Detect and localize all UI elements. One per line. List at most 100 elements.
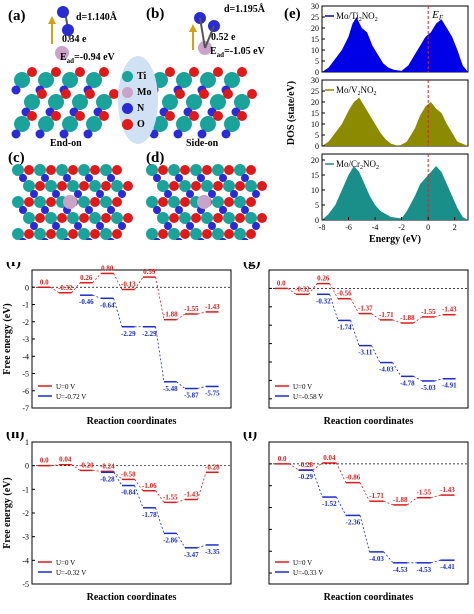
red-value-label: -1.37 bbox=[358, 305, 373, 313]
blue-value-label: -0.32 bbox=[316, 297, 331, 305]
ti-atom bbox=[100, 228, 112, 240]
energy-ytick-label: -2 bbox=[22, 318, 29, 327]
o-atom bbox=[90, 197, 100, 207]
energy-ytick-label: 0 bbox=[25, 462, 29, 471]
red-value-label: 0.0 bbox=[278, 455, 287, 463]
legend-blue-label: U=-0.58 V bbox=[293, 393, 323, 401]
red-value-label: -1.55 bbox=[421, 308, 436, 316]
n-atom bbox=[153, 206, 161, 214]
atom-name: N bbox=[137, 102, 145, 114]
ti-atom bbox=[34, 196, 46, 208]
ti-atom bbox=[56, 164, 68, 176]
n-atom bbox=[118, 190, 126, 198]
blue-value-label: -3.35 bbox=[205, 548, 220, 556]
ti-atom bbox=[212, 228, 224, 240]
o-atom bbox=[123, 213, 133, 223]
dos-panel: (e) 0 5 10 15 20 25 30 Mo/Ti2NO2 0 5 10 15 20 25 30 Mo/… bbox=[280, 0, 474, 262]
distance-b: d=1.195Å bbox=[224, 4, 265, 15]
o-atom bbox=[99, 111, 109, 121]
o-atom bbox=[46, 165, 56, 175]
energy-panel-label: (h) bbox=[6, 432, 24, 442]
ti-atom bbox=[78, 196, 90, 208]
dos-ytick-label: 5 bbox=[315, 201, 319, 210]
atom-legend: Ti Mo N O bbox=[122, 68, 162, 132]
atom-name: O bbox=[137, 118, 145, 130]
ti-atom bbox=[23, 180, 35, 192]
charge-a: 0.34 e bbox=[62, 34, 87, 45]
ti-atom bbox=[179, 212, 191, 224]
o-atom bbox=[57, 213, 67, 223]
blue-value-label: -4.03 bbox=[379, 366, 394, 374]
ti-atom bbox=[245, 180, 257, 192]
panel-label-d: (d) bbox=[146, 150, 165, 166]
mo-atom bbox=[197, 195, 211, 209]
energy-ytick-label: -5 bbox=[22, 580, 29, 589]
dos-ytick-label: 30 bbox=[311, 2, 319, 11]
dos-ytick-label: 20 bbox=[311, 156, 319, 165]
n-atom bbox=[241, 174, 249, 182]
o-atom bbox=[85, 89, 95, 99]
energy-chart-i: (i) Reaction coordinates 0.0 -0.28 0.04 -0.86… bbox=[243, 426, 469, 603]
o-atom bbox=[189, 111, 199, 121]
blue-connector bbox=[336, 496, 347, 516]
o-atom bbox=[112, 197, 122, 207]
red-value-label: 0.04 bbox=[59, 456, 72, 464]
n-atom bbox=[30, 222, 38, 230]
dos-ytick-label: 30 bbox=[311, 76, 319, 85]
o-atom bbox=[51, 67, 61, 77]
energy-panel-g: (g) Reaction coordinates 0.0 -0.32 0.26 -0.56… bbox=[237, 254, 474, 432]
o-atom bbox=[237, 67, 247, 77]
blue-value-label: -2.29 bbox=[142, 330, 157, 338]
o-atom bbox=[235, 213, 245, 223]
o-atom bbox=[99, 67, 109, 77]
o-atom bbox=[90, 229, 100, 239]
red-value-label: 0.59 bbox=[143, 268, 156, 276]
energy-panel-h: (h) 1 0 -1 -2 -3 -4 -5 Free energy (eV) Reaction … bbox=[0, 426, 237, 609]
ti-atom bbox=[89, 212, 101, 224]
ti-atom bbox=[212, 164, 224, 176]
structure-top-view-c bbox=[12, 164, 133, 246]
dos-ytick-label: 5 bbox=[315, 57, 319, 66]
blue-connector bbox=[155, 507, 165, 534]
blue-connector bbox=[383, 551, 394, 564]
n-atom bbox=[230, 190, 238, 198]
blue-connector bbox=[92, 294, 102, 299]
red-connector bbox=[71, 282, 81, 294]
ti-atom bbox=[176, 72, 192, 88]
panel-label-e: (e) bbox=[284, 6, 301, 22]
red-value-label: -1.43 bbox=[440, 486, 455, 494]
red-value-label: -0.32 bbox=[58, 284, 73, 292]
legend-red-label: U=0 V bbox=[56, 383, 75, 391]
o-atom bbox=[27, 111, 37, 121]
structure-end-on bbox=[11, 6, 119, 139]
ti-atom bbox=[89, 180, 101, 192]
ti-atom bbox=[67, 212, 79, 224]
blue-value-label: -0.46 bbox=[79, 298, 94, 306]
o-atom bbox=[75, 67, 85, 77]
energy-ytick-label: -1 bbox=[22, 485, 29, 494]
atom-name: Mo bbox=[137, 86, 152, 98]
o-atom bbox=[165, 111, 175, 121]
red-value-label: 0.0 bbox=[40, 457, 49, 465]
red-connector bbox=[197, 472, 207, 500]
o-atom bbox=[35, 213, 45, 223]
ti-atom bbox=[210, 94, 226, 110]
o-atom bbox=[169, 181, 179, 191]
blue-value-label: -3.11 bbox=[358, 349, 373, 357]
dos-ytick-label: 10 bbox=[311, 46, 319, 55]
o-atom bbox=[224, 165, 234, 175]
o-atom bbox=[101, 181, 111, 191]
red-value-label: -0.24 bbox=[100, 462, 115, 470]
dos-ytick-label: 0 bbox=[315, 216, 319, 225]
red-connector bbox=[359, 482, 370, 502]
red-value-label: -0.56 bbox=[337, 290, 352, 298]
ti-atom bbox=[45, 180, 57, 192]
energy-ytick-label: -4 bbox=[22, 352, 29, 361]
atom-legend-item: Mo bbox=[122, 84, 162, 100]
o-atom bbox=[24, 197, 34, 207]
o-atom bbox=[79, 181, 89, 191]
n-atom bbox=[221, 129, 231, 139]
o-atom bbox=[158, 197, 168, 207]
o-atom bbox=[180, 197, 190, 207]
red-value-label: -1.71 bbox=[379, 311, 394, 319]
